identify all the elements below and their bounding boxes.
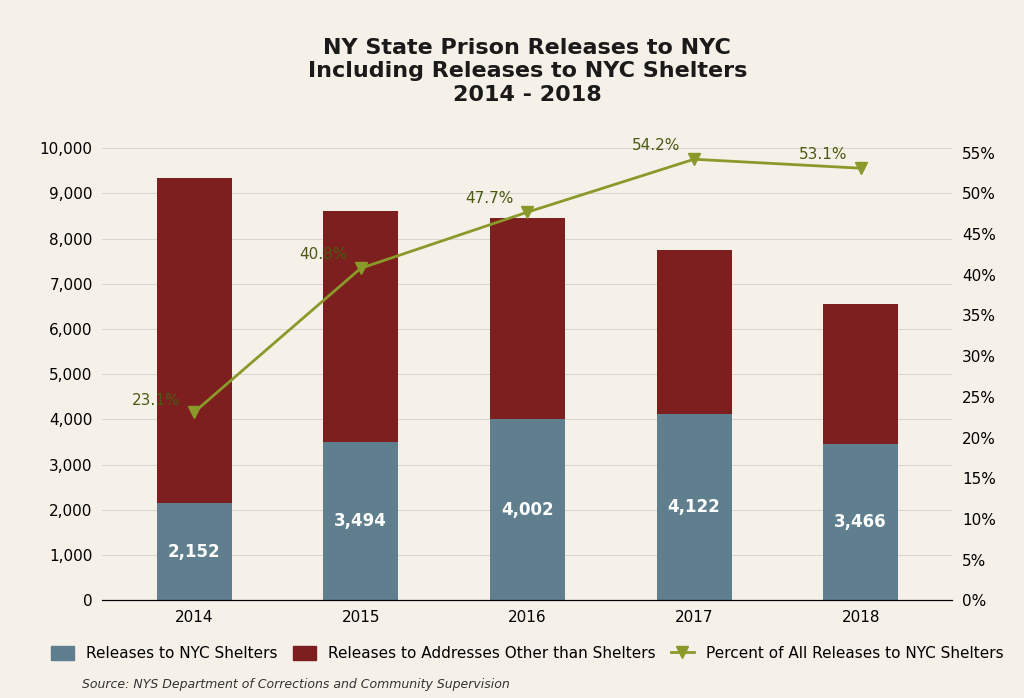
- Text: 53.1%: 53.1%: [799, 147, 847, 162]
- Bar: [823, 444, 898, 600]
- Legend: Releases to NYC Shelters, Releases to Addresses Other than Shelters, Percent of : Releases to NYC Shelters, Releases to Ad…: [43, 638, 1012, 669]
- Bar: [324, 211, 398, 443]
- Text: 4,122: 4,122: [668, 498, 721, 516]
- Bar: [489, 218, 565, 419]
- Text: 3,494: 3,494: [334, 512, 387, 530]
- Text: Source: NYS Department of Corrections and Community Supervision: Source: NYS Department of Corrections an…: [82, 678, 510, 691]
- Bar: [656, 414, 731, 600]
- Bar: [489, 419, 565, 600]
- Bar: [656, 250, 731, 414]
- Text: 4,002: 4,002: [501, 501, 554, 519]
- Text: 47.7%: 47.7%: [466, 191, 514, 206]
- Text: 40.8%: 40.8%: [299, 247, 347, 262]
- Bar: [324, 443, 398, 600]
- Bar: [157, 503, 231, 600]
- Text: 54.2%: 54.2%: [632, 138, 681, 153]
- Text: 2,152: 2,152: [168, 542, 220, 560]
- Text: 3,466: 3,466: [835, 513, 887, 531]
- Bar: [157, 178, 231, 503]
- Bar: [823, 304, 898, 444]
- Text: 23.1%: 23.1%: [132, 393, 180, 408]
- Title: NY State Prison Releases to NYC
Including Releases to NYC Shelters
2014 - 2018: NY State Prison Releases to NYC Includin…: [307, 38, 748, 105]
